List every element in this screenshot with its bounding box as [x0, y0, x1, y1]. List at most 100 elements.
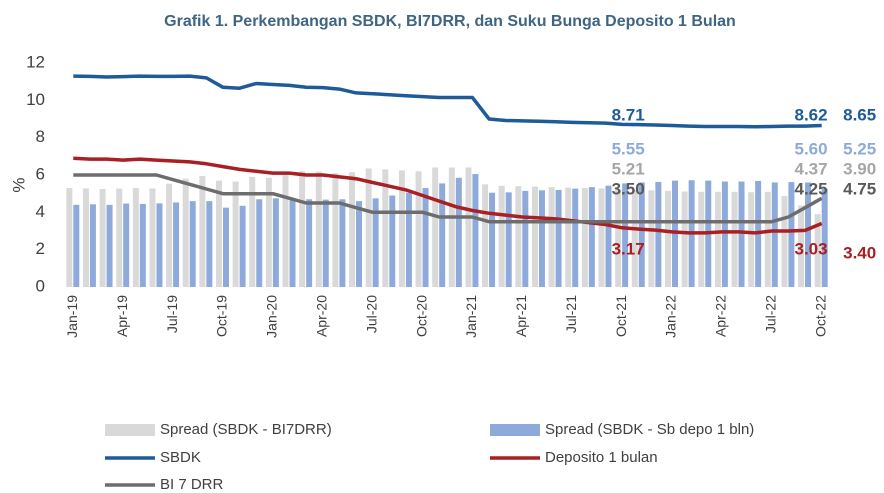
bar	[531, 186, 538, 287]
bar	[538, 190, 545, 287]
bar	[415, 171, 422, 287]
bar	[422, 188, 429, 287]
bar	[116, 188, 123, 287]
x-tick-label: Jan-22	[663, 295, 679, 338]
bar	[315, 171, 322, 287]
bar	[588, 187, 595, 287]
bar	[256, 199, 263, 287]
value-label: 5.60	[795, 139, 828, 158]
bar	[771, 182, 778, 287]
bar	[555, 189, 562, 287]
bar	[216, 180, 222, 287]
value-label: 4.25	[795, 179, 828, 198]
x-tick-label: Apr-21	[513, 295, 529, 337]
bar	[482, 184, 489, 287]
bar	[156, 203, 163, 287]
bar	[498, 185, 505, 287]
value-label: 3.17	[612, 239, 645, 258]
bar	[581, 188, 588, 287]
value-label: 4.37	[795, 159, 828, 178]
bar	[166, 183, 173, 287]
value-label: 3.50	[612, 179, 645, 198]
legend-label: Deposito 1 bulan	[545, 449, 658, 466]
bar	[132, 188, 139, 287]
bar	[681, 191, 688, 287]
bar	[598, 188, 605, 287]
y-tick-label: 12	[26, 52, 45, 71]
value-label: 4.75	[843, 179, 876, 198]
bar	[149, 188, 156, 287]
bar	[821, 189, 828, 287]
bar	[432, 167, 439, 287]
y-axis-label: %	[9, 177, 28, 192]
bar	[522, 190, 529, 287]
bar	[199, 175, 206, 287]
value-label: 3.40	[843, 243, 876, 262]
y-tick-label: 2	[36, 239, 45, 258]
line	[73, 74, 822, 129]
bar	[249, 176, 256, 287]
bar	[182, 178, 189, 287]
bar	[788, 182, 795, 287]
value-label: 8.62	[795, 105, 828, 124]
bar	[99, 189, 106, 287]
x-tick-label: Jul-19	[164, 295, 180, 333]
x-tick-label: Oct-19	[214, 295, 230, 337]
bar	[106, 204, 113, 287]
bar	[349, 172, 356, 287]
y-tick-label: 10	[26, 90, 45, 109]
bar	[289, 199, 296, 287]
bar	[565, 187, 572, 287]
bar	[505, 192, 512, 287]
x-tick-label: Jul-21	[563, 295, 579, 333]
bar	[605, 185, 612, 287]
bar	[515, 186, 522, 287]
x-tick-label: Jan-21	[463, 295, 479, 338]
bar	[798, 205, 805, 287]
value-label: 5.21	[612, 159, 645, 178]
bar	[332, 173, 339, 287]
bar	[382, 169, 389, 287]
bar	[781, 196, 788, 287]
bar	[372, 198, 379, 287]
value-label: 5.25	[843, 139, 876, 158]
bar	[173, 202, 180, 287]
bar	[805, 182, 812, 287]
value-label: 8.71	[612, 105, 645, 124]
bar	[306, 199, 313, 287]
bar	[82, 188, 89, 287]
y-tick-label: 8	[36, 127, 45, 146]
legend-swatch	[490, 424, 540, 436]
legend-label: SBDK	[160, 449, 201, 466]
bar	[73, 204, 80, 287]
bar	[189, 201, 196, 287]
value-label: 8.65	[843, 105, 876, 124]
x-tick-label: Jan-20	[264, 295, 280, 338]
bar	[622, 183, 629, 287]
value-label: 3.90	[843, 159, 876, 178]
value-label: 5.55	[612, 139, 645, 158]
x-tick-label: Jan-19	[64, 295, 80, 338]
bar	[638, 182, 645, 287]
bar	[265, 177, 272, 287]
bar	[655, 181, 662, 287]
bar	[738, 181, 745, 287]
bar	[239, 205, 246, 287]
bar	[721, 181, 728, 287]
bar	[648, 190, 655, 287]
bar	[472, 174, 479, 287]
bar	[299, 171, 306, 287]
bar	[222, 207, 229, 287]
bar	[448, 167, 455, 287]
x-tick-label: Jul-22	[762, 295, 778, 333]
bar	[731, 191, 738, 287]
bar	[489, 192, 496, 287]
bar	[232, 181, 239, 287]
bar	[764, 191, 771, 287]
x-tick-label: Oct-21	[613, 295, 629, 337]
bar	[398, 170, 405, 287]
y-tick-label: 4	[36, 202, 45, 221]
bar	[365, 168, 372, 287]
bar	[356, 201, 363, 287]
